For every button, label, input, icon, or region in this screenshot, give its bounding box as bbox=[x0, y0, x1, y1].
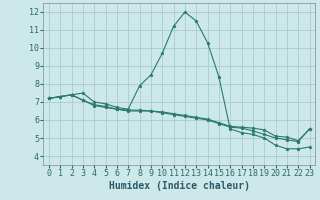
X-axis label: Humidex (Indice chaleur): Humidex (Indice chaleur) bbox=[109, 181, 250, 191]
